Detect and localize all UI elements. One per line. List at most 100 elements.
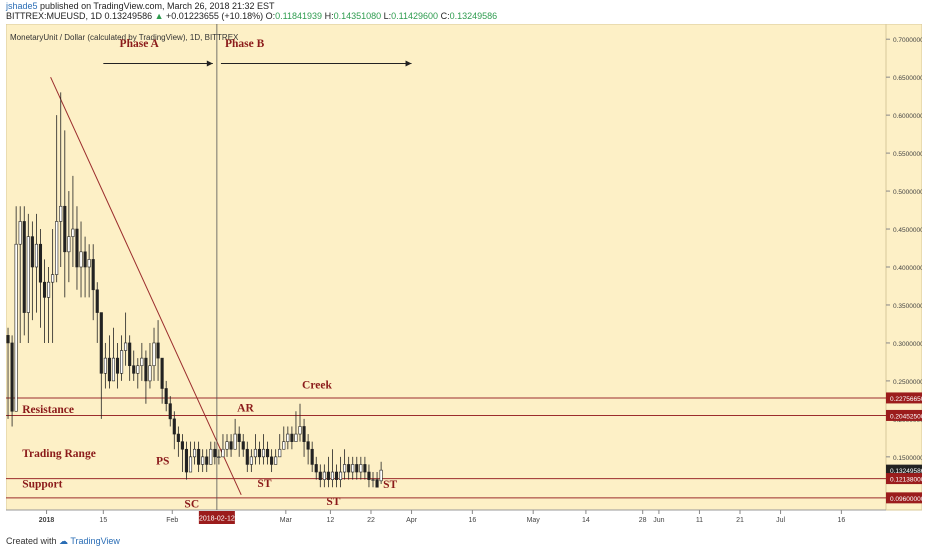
close-label: C: <box>440 11 450 21</box>
level-price-badge <box>886 473 922 485</box>
candle-body <box>245 448 249 465</box>
plot-background <box>5 23 887 511</box>
low-value: 0.11429600 <box>391 11 439 21</box>
candle-body <box>249 456 253 465</box>
arrow-head-icon <box>405 60 412 67</box>
change-up-icon: ▲ <box>154 11 164 21</box>
candle-body <box>180 441 184 450</box>
price-tick-label: 0.25000000 <box>893 379 922 386</box>
candle-body <box>278 448 282 458</box>
candle-body <box>217 456 221 458</box>
annotation-label: Support <box>22 479 62 491</box>
candle-body <box>140 357 144 367</box>
candle-body <box>120 350 124 374</box>
candle-body <box>347 464 351 473</box>
candle-body <box>172 418 176 435</box>
price-tick-label: 0.55000000 <box>893 151 922 158</box>
candle-body <box>184 448 189 473</box>
time-tick-label: Apr <box>406 517 418 524</box>
candle-body <box>87 259 91 268</box>
high-label: H: <box>324 11 334 21</box>
last-price: 0.13249586 <box>104 11 153 21</box>
candle-body <box>221 448 225 458</box>
time-tick-label: 15 <box>99 517 107 524</box>
candle-body <box>26 236 30 313</box>
close-value: 0.13249586 <box>449 11 498 21</box>
time-tick-label: May <box>527 517 541 524</box>
time-tick-label: 21 <box>736 517 744 524</box>
time-tick-label: 12 <box>327 517 335 524</box>
candle-body <box>34 243 38 268</box>
time-tick-label: Feb <box>166 517 178 524</box>
price-change: +0.01223655 (+10.18%) <box>166 11 264 21</box>
candle-body <box>257 448 262 458</box>
annotation-label: PS <box>156 455 169 467</box>
chart-header: jshade5 published on TradingView.com, Ma… <box>0 0 932 22</box>
annotation-label: ST <box>383 479 397 491</box>
cursor-date-badge <box>198 511 235 524</box>
trend-line <box>50 76 242 496</box>
badge-label: 0.12138000 <box>890 477 922 484</box>
time-tick-label: 2018 <box>39 517 55 524</box>
candle-body <box>164 388 168 404</box>
price-tick-label: 0.45000000 <box>893 227 922 234</box>
price-tick-label: 0.15000000 <box>893 455 922 462</box>
candle-body <box>193 448 197 458</box>
candle-body <box>237 433 241 442</box>
annotation-label: Creek <box>302 380 332 392</box>
candle-body <box>128 342 132 367</box>
candle-body <box>6 335 10 344</box>
candle-body <box>160 357 164 389</box>
candle-body <box>343 464 347 473</box>
candle-body <box>310 448 314 465</box>
candle-body <box>233 433 237 450</box>
symbol-label: BITTREX:MUEUSD, 1D <box>6 11 103 21</box>
annotation-label: ST <box>326 496 340 508</box>
candle-body <box>148 365 152 382</box>
candle-body <box>63 205 67 253</box>
candle-body <box>253 448 257 458</box>
price-tick-label: 0.35000000 <box>893 303 922 310</box>
candle-body <box>355 464 359 473</box>
candle-body <box>213 448 217 458</box>
candle-body <box>270 456 274 465</box>
author-link[interactable]: jshade5 <box>6 1 38 11</box>
candle-body <box>38 243 43 283</box>
candle-body <box>75 228 79 268</box>
candle-body <box>59 205 63 222</box>
candle-body <box>359 464 363 473</box>
price-tick-label: 0.60000000 <box>893 113 922 120</box>
time-tick-label: Jun <box>653 517 664 524</box>
footer: Created with ☁ TradingView <box>0 532 932 550</box>
candle-body <box>18 221 22 245</box>
drawing-overlays <box>6 24 886 510</box>
candle-body <box>266 448 270 458</box>
chart-container[interactable]: MonetaryUnit / Dollar (calculated by Tra… <box>5 23 928 530</box>
candle-body <box>379 469 383 482</box>
candle-body <box>363 464 367 473</box>
candle-body <box>330 471 335 480</box>
candle-body <box>209 448 213 465</box>
candle-body <box>14 243 18 412</box>
candle-body <box>205 456 209 465</box>
level-price-badge <box>886 409 922 421</box>
candle-body <box>334 471 339 480</box>
candle-body <box>176 433 180 442</box>
candle-body <box>91 259 95 291</box>
tradingview-link[interactable]: TradingView <box>70 536 120 546</box>
annotations: Phase A Phase B Resistance Trading Range Sup… <box>22 38 397 511</box>
time-tick-label: Jul <box>776 517 785 524</box>
time-tick-label: 16 <box>468 517 476 524</box>
tradingview-cloud-icon: ☁ <box>59 536 69 546</box>
candle-body <box>294 433 298 442</box>
candle-body <box>241 441 245 450</box>
time-axis[interactable]: 2018 15 Feb Mar 12 22 Apr 16 May 14 28 Jun 11 21 Jul 16 <box>6 509 886 524</box>
price-tick-label: 0.65000000 <box>893 75 922 82</box>
candle-body <box>367 471 371 480</box>
publish-line: jshade5 published on TradingView.com, Ma… <box>6 1 275 11</box>
candle-body <box>306 441 310 450</box>
price-tick-label: 0.30000000 <box>893 341 922 348</box>
price-chart[interactable]: MonetaryUnit / Dollar (calculated by Tra… <box>5 23 928 530</box>
low-label: L: <box>383 11 392 21</box>
annotation-label: Phase B <box>225 38 265 50</box>
